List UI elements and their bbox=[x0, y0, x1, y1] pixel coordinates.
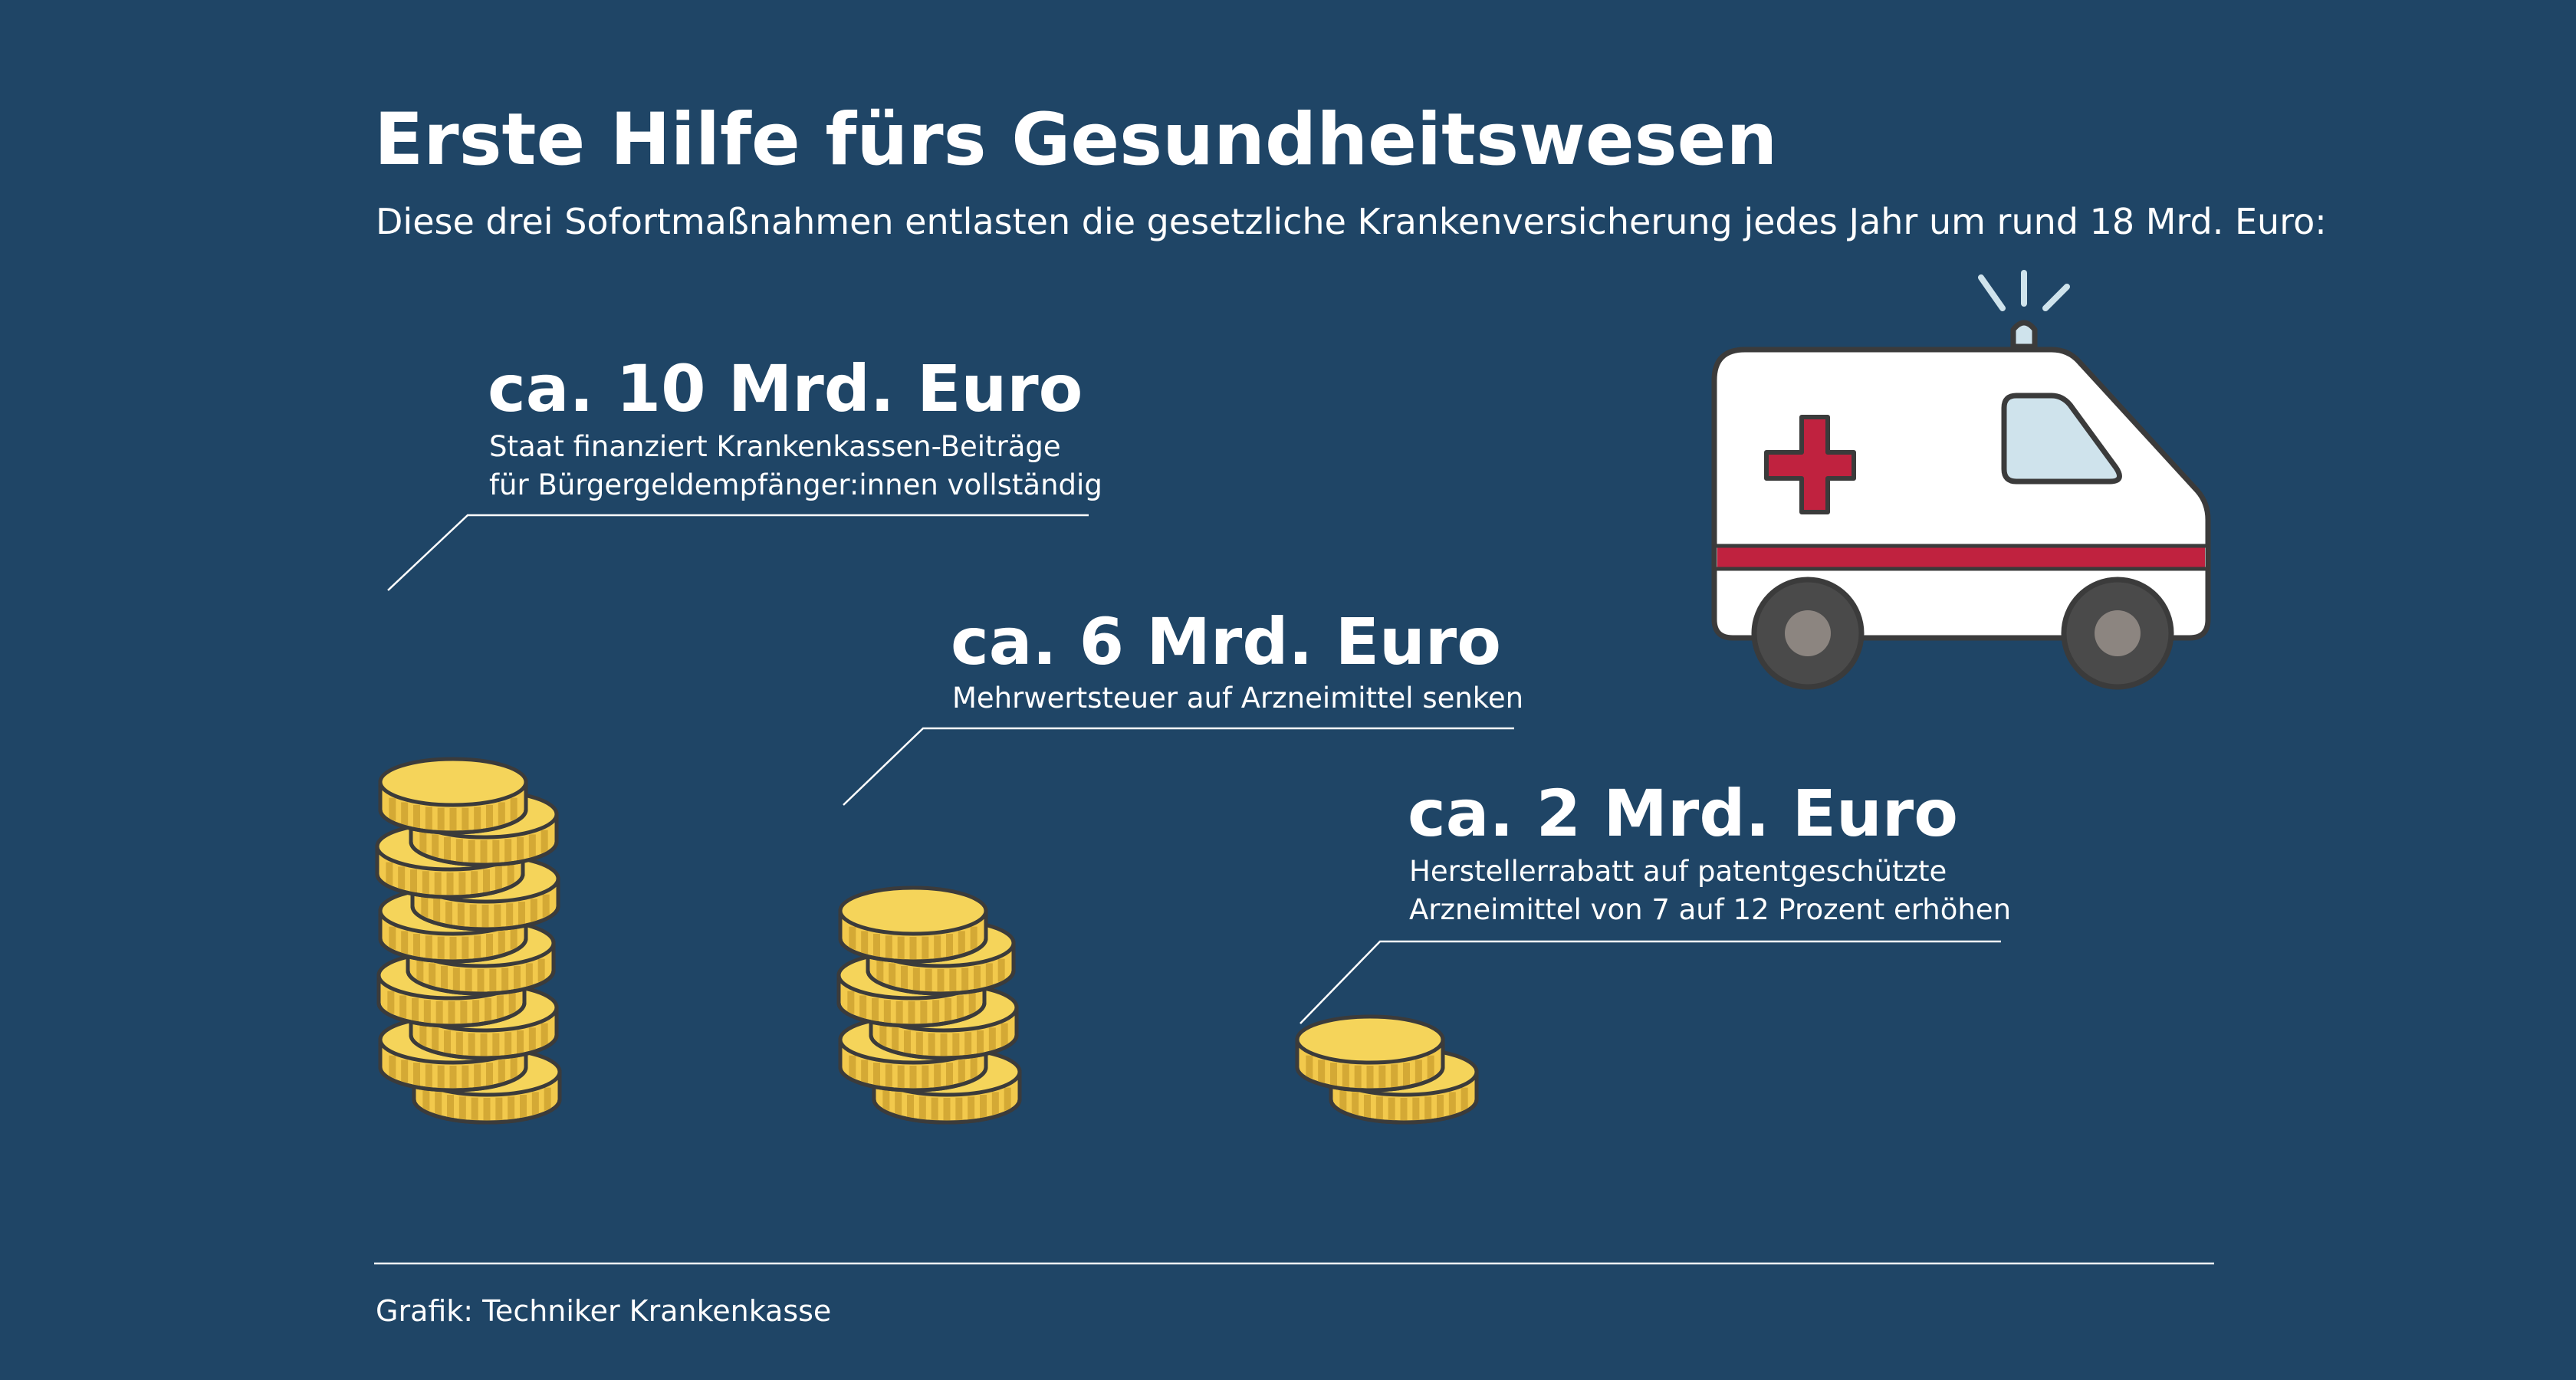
source-credit: Grafik: Techniker Krankenkasse bbox=[376, 1294, 832, 1328]
amount-label-2: ca. 6 Mrd. Euro bbox=[951, 604, 1501, 679]
callout-line-1 bbox=[387, 514, 1089, 591]
callout-lines bbox=[387, 514, 2001, 1024]
coin-stack-6 bbox=[836, 886, 1022, 1125]
callout-line-2 bbox=[843, 727, 1514, 806]
coin bbox=[1295, 1014, 1445, 1092]
callout-line-3 bbox=[1300, 940, 2001, 1024]
coin-stack-2 bbox=[1295, 1014, 1479, 1125]
coin bbox=[838, 886, 988, 964]
description-3-line-2: Arzneimittel von 7 auf 12 Prozent erhöhe… bbox=[1409, 893, 2012, 926]
ambulance-icon bbox=[1711, 270, 2211, 690]
coin-stack-10 bbox=[375, 757, 562, 1125]
amount-label-1: ca. 10 Mrd. Euro bbox=[488, 351, 1083, 426]
page-title: Erste Hilfe fürs Gesundheitswesen bbox=[374, 98, 1778, 182]
page-subtitle: Diese drei Sofortmaßnahmen entlasten die… bbox=[376, 201, 2327, 242]
amount-label-3: ca. 2 Mrd. Euro bbox=[1408, 776, 1958, 851]
coin bbox=[378, 757, 528, 835]
description-2-line-1: Mehrwertsteuer auf Arzneimittel senken bbox=[952, 682, 1524, 715]
description-1-line-1: Staat finanziert Krankenkassen-Beiträge bbox=[489, 430, 1061, 463]
description-1-line-2: für Bürgergeldempfänger:innen vollständi… bbox=[489, 468, 1102, 501]
description-3-line-1: Herstellerrabatt auf patentgeschützte bbox=[1409, 855, 1947, 888]
